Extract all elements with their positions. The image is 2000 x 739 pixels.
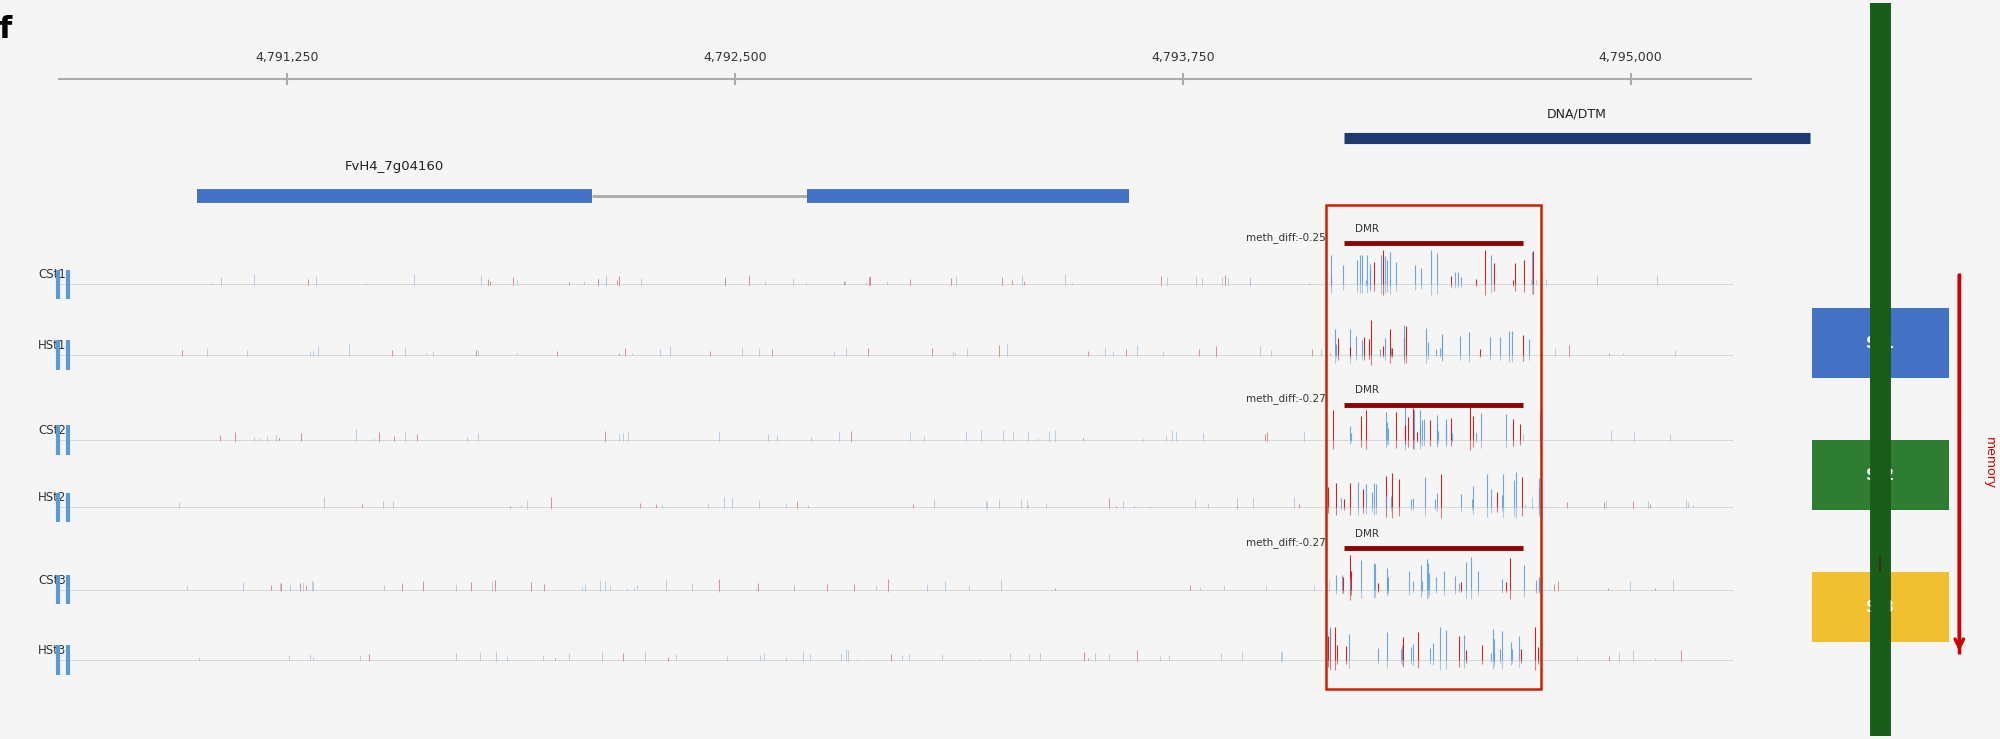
Circle shape xyxy=(1882,0,1890,739)
FancyBboxPatch shape xyxy=(1812,572,1950,642)
Text: memory: memory xyxy=(1982,437,1996,489)
Text: 4,792,500: 4,792,500 xyxy=(704,52,766,64)
Text: 4,795,000: 4,795,000 xyxy=(1598,52,1662,64)
Text: CSt1: CSt1 xyxy=(38,268,66,282)
Circle shape xyxy=(1882,0,1890,739)
Text: 4,793,750: 4,793,750 xyxy=(1150,52,1214,64)
Text: FvH4_7g04160: FvH4_7g04160 xyxy=(344,160,444,173)
Text: DMR: DMR xyxy=(1354,224,1378,234)
Text: CSt3: CSt3 xyxy=(38,573,66,587)
Circle shape xyxy=(1872,0,1878,739)
Text: HSt1: HSt1 xyxy=(38,339,66,352)
Bar xyxy=(1326,205,1542,689)
Circle shape xyxy=(1876,0,1884,739)
Text: meth_diff:-0.25: meth_diff:-0.25 xyxy=(1246,232,1326,243)
Text: 4,791,250: 4,791,250 xyxy=(256,52,318,64)
Text: St1: St1 xyxy=(1866,336,1894,350)
FancyBboxPatch shape xyxy=(1812,308,1950,378)
Circle shape xyxy=(1872,0,1878,739)
Circle shape xyxy=(1876,0,1884,739)
Text: DMR: DMR xyxy=(1354,385,1378,395)
FancyBboxPatch shape xyxy=(1812,440,1950,511)
Circle shape xyxy=(1872,0,1878,739)
Text: CSt2: CSt2 xyxy=(38,424,66,437)
Circle shape xyxy=(1876,0,1884,739)
Circle shape xyxy=(1882,0,1890,739)
Text: HSt3: HSt3 xyxy=(38,644,66,657)
Text: DNA/DTM: DNA/DTM xyxy=(1546,107,1606,120)
Text: meth_diff:-0.27: meth_diff:-0.27 xyxy=(1246,537,1326,548)
Text: DMR: DMR xyxy=(1354,529,1378,539)
Text: f: f xyxy=(0,15,12,44)
Text: St2: St2 xyxy=(1866,468,1896,483)
Text: St3: St3 xyxy=(1866,599,1894,615)
Text: meth_diff:-0.27: meth_diff:-0.27 xyxy=(1246,393,1326,404)
Text: HSt2: HSt2 xyxy=(38,491,66,505)
